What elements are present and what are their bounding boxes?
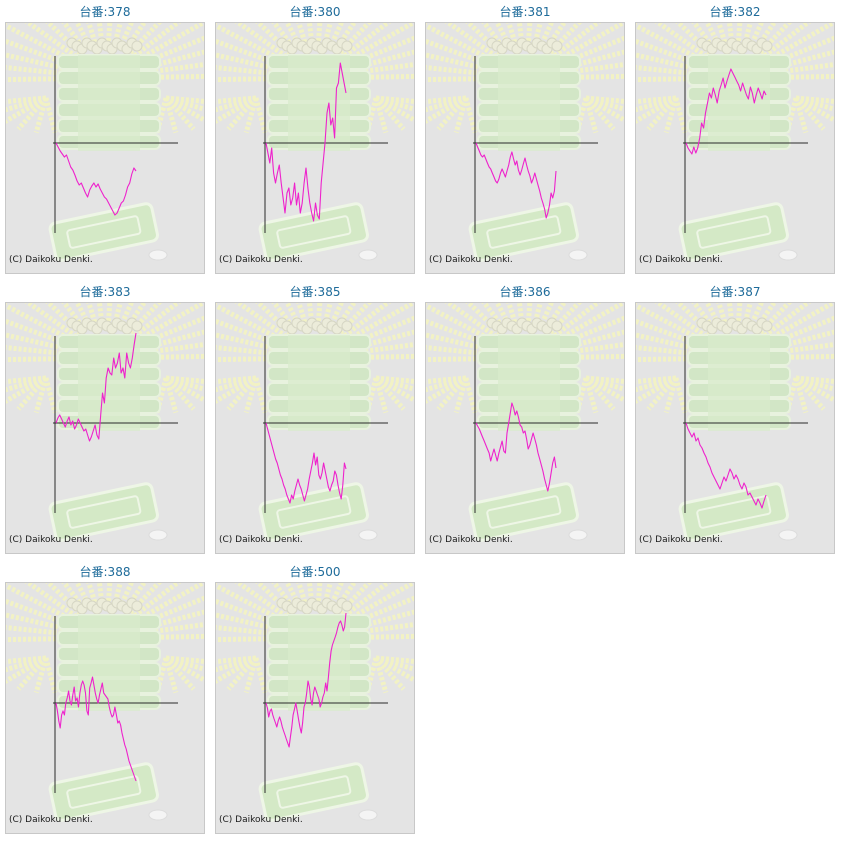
copyright-credit: (C) Daikoku Denki. bbox=[9, 255, 93, 265]
series-line bbox=[265, 422, 347, 504]
chart-title-link[interactable]: 台番:378 bbox=[79, 5, 131, 19]
series-line bbox=[55, 332, 137, 442]
background-illustration bbox=[6, 583, 204, 822]
chart-title-link[interactable]: 台番:386 bbox=[499, 285, 551, 299]
series-line bbox=[475, 142, 557, 219]
copyright-credit: (C) Daikoku Denki. bbox=[219, 815, 303, 825]
chart-card-380: 台番:380 (C) Daikoku Denki. bbox=[215, 0, 415, 276]
copyright-credit: (C) Daikoku Denki. bbox=[219, 255, 303, 265]
chart-svg bbox=[6, 303, 204, 542]
chart-card-387: 台番:387 (C) Daikoku Denki. bbox=[635, 280, 835, 556]
copyright-credit: (C) Daikoku Denki. bbox=[9, 815, 93, 825]
chart-svg bbox=[216, 583, 414, 822]
chart-card-500: 台番:500 (C) Daikoku Denki. bbox=[215, 560, 415, 836]
chart-svg bbox=[426, 303, 624, 542]
chart-title-link[interactable]: 台番:381 bbox=[499, 5, 551, 19]
chart-title-link[interactable]: 台番:383 bbox=[79, 285, 131, 299]
copyright-credit: (C) Daikoku Denki. bbox=[429, 255, 513, 265]
chart-panel: (C) Daikoku Denki. bbox=[5, 582, 205, 834]
chart-svg bbox=[6, 23, 204, 262]
background-illustration bbox=[426, 23, 624, 262]
chart-panel: (C) Daikoku Denki. bbox=[635, 22, 835, 274]
copyright-credit: (C) Daikoku Denki. bbox=[9, 535, 93, 545]
chart-card-385: 台番:385 (C) Daikoku Denki. bbox=[215, 280, 415, 556]
chart-title-link[interactable]: 台番:380 bbox=[289, 5, 341, 19]
chart-card-388: 台番:388 (C) Daikoku Denki. bbox=[5, 560, 205, 836]
background-illustration bbox=[636, 23, 834, 262]
series-line bbox=[685, 68, 767, 155]
series-line bbox=[475, 402, 557, 492]
background-illustration bbox=[636, 303, 834, 542]
chart-panel: (C) Daikoku Denki. bbox=[215, 22, 415, 274]
chart-svg bbox=[636, 303, 834, 542]
background-illustration bbox=[6, 303, 204, 542]
background-illustration bbox=[216, 583, 414, 822]
background-illustration bbox=[426, 303, 624, 542]
chart-card-382: 台番:382 (C) Daikoku Denki. bbox=[635, 0, 835, 276]
chart-panel: (C) Daikoku Denki. bbox=[425, 302, 625, 554]
chart-svg bbox=[216, 23, 414, 262]
copyright-credit: (C) Daikoku Denki. bbox=[429, 535, 513, 545]
series-line bbox=[265, 612, 347, 748]
copyright-credit: (C) Daikoku Denki. bbox=[639, 255, 723, 265]
chart-panel: (C) Daikoku Denki. bbox=[5, 302, 205, 554]
chart-svg bbox=[636, 23, 834, 262]
background-illustration bbox=[216, 303, 414, 542]
chart-title-link[interactable]: 台番:500 bbox=[289, 565, 341, 579]
chart-card-386: 台番:386 (C) Daikoku Denki. bbox=[425, 280, 625, 556]
background-illustration bbox=[216, 23, 414, 262]
chart-svg bbox=[216, 303, 414, 542]
chart-panel: (C) Daikoku Denki. bbox=[635, 302, 835, 554]
chart-svg bbox=[6, 583, 204, 822]
chart-title-link[interactable]: 台番:385 bbox=[289, 285, 341, 299]
series-line bbox=[265, 62, 347, 222]
chart-title-link[interactable]: 台番:387 bbox=[709, 285, 761, 299]
chart-card-378: 台番:378 (C) Daikoku Denki. bbox=[5, 0, 205, 276]
series-line bbox=[55, 676, 137, 782]
chart-panel: (C) Daikoku Denki. bbox=[425, 22, 625, 274]
chart-panel: (C) Daikoku Denki. bbox=[215, 582, 415, 834]
chart-title-link[interactable]: 台番:388 bbox=[79, 565, 131, 579]
series-line bbox=[685, 422, 767, 509]
background-illustration bbox=[6, 23, 204, 262]
chart-card-381: 台番:381 (C) Daikoku Denki. bbox=[425, 0, 625, 276]
series-line bbox=[55, 142, 137, 216]
chart-card-383: 台番:383 (C) Daikoku Denki. bbox=[5, 280, 205, 556]
chart-title-link[interactable]: 台番:382 bbox=[709, 5, 761, 19]
chart-svg bbox=[426, 23, 624, 262]
chart-panel: (C) Daikoku Denki. bbox=[5, 22, 205, 274]
chart-panel: (C) Daikoku Denki. bbox=[215, 302, 415, 554]
copyright-credit: (C) Daikoku Denki. bbox=[639, 535, 723, 545]
copyright-credit: (C) Daikoku Denki. bbox=[219, 535, 303, 545]
